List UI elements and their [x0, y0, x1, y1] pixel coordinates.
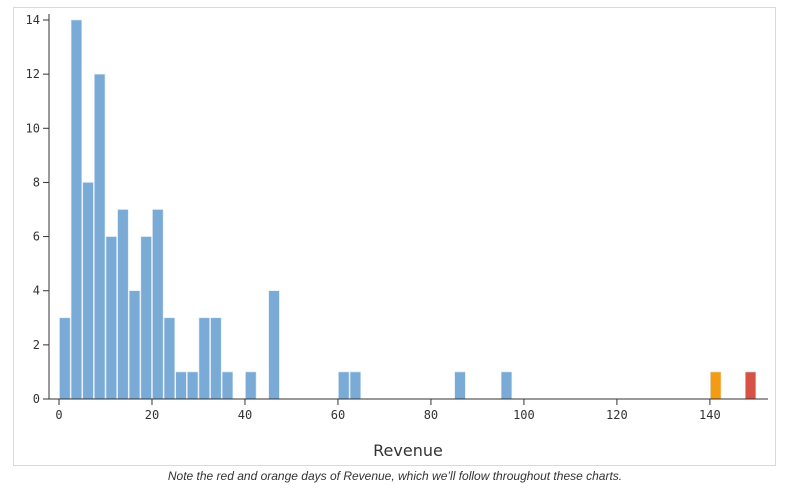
y-tick-label: 2	[33, 338, 40, 352]
x-tick-label: 0	[55, 408, 62, 422]
y-tick-label: 14	[26, 13, 40, 27]
histogram-bar	[128, 290, 141, 400]
x-tick-label: 140	[699, 408, 721, 422]
x-tick-label: 100	[513, 408, 535, 422]
histogram-bar	[82, 182, 94, 400]
histogram-bar	[338, 371, 350, 400]
histogram-bar-red	[744, 371, 757, 400]
histogram-bar	[117, 209, 129, 400]
x-axis-label: Revenue	[373, 441, 443, 460]
y-tick-label: 12	[26, 67, 40, 81]
histogram-bar	[349, 371, 361, 400]
histogram-bar	[105, 236, 117, 400]
histogram-bar	[221, 371, 234, 400]
histogram-bar	[500, 371, 513, 400]
histogram-bar	[140, 236, 152, 400]
histogram-bar-orange	[710, 371, 722, 400]
histogram-bar	[152, 209, 164, 400]
histogram-bar	[454, 371, 466, 400]
y-tick-label: 0	[33, 392, 40, 406]
histogram-bar	[94, 73, 106, 400]
chart-caption: Note the red and orange days of Revenue,…	[167, 469, 623, 483]
x-tick-label: 80	[424, 408, 438, 422]
histogram-bar	[59, 317, 71, 400]
x-tick-label: 20	[145, 408, 159, 422]
x-tick-label: 60	[331, 408, 345, 422]
histogram-bar	[245, 371, 257, 400]
y-tick-label: 4	[33, 284, 40, 298]
histogram-bar	[198, 317, 210, 400]
histogram-bar	[210, 317, 222, 400]
chart-frame	[13, 7, 776, 466]
y-tick-label: 10	[26, 121, 40, 135]
y-tick-label: 8	[33, 175, 40, 189]
histogram-bar	[187, 371, 199, 400]
x-tick-label: 120	[606, 408, 628, 422]
y-tick-label: 6	[33, 230, 40, 244]
histogram-bar	[268, 290, 280, 400]
histogram-bar	[175, 371, 187, 400]
x-tick-label: 40	[238, 408, 252, 422]
histogram-bar	[70, 19, 83, 400]
histogram-bar	[163, 317, 176, 400]
